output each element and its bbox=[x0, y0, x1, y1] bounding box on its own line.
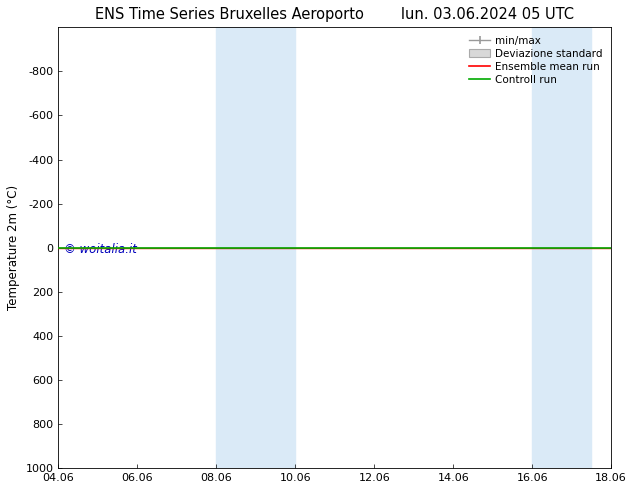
Legend: min/max, Deviazione standard, Ensemble mean run, Controll run: min/max, Deviazione standard, Ensemble m… bbox=[466, 32, 606, 88]
Bar bbox=[558, 27, 592, 468]
Bar bbox=[244, 27, 295, 468]
Y-axis label: Temperature 2m (°C): Temperature 2m (°C) bbox=[7, 185, 20, 310]
Bar bbox=[532, 27, 558, 468]
Text: © woitalia.it: © woitalia.it bbox=[64, 244, 137, 256]
Title: ENS Time Series Bruxelles Aeroporto        lun. 03.06.2024 05 UTC: ENS Time Series Bruxelles Aeroporto lun.… bbox=[95, 7, 574, 22]
Bar bbox=[216, 27, 244, 468]
